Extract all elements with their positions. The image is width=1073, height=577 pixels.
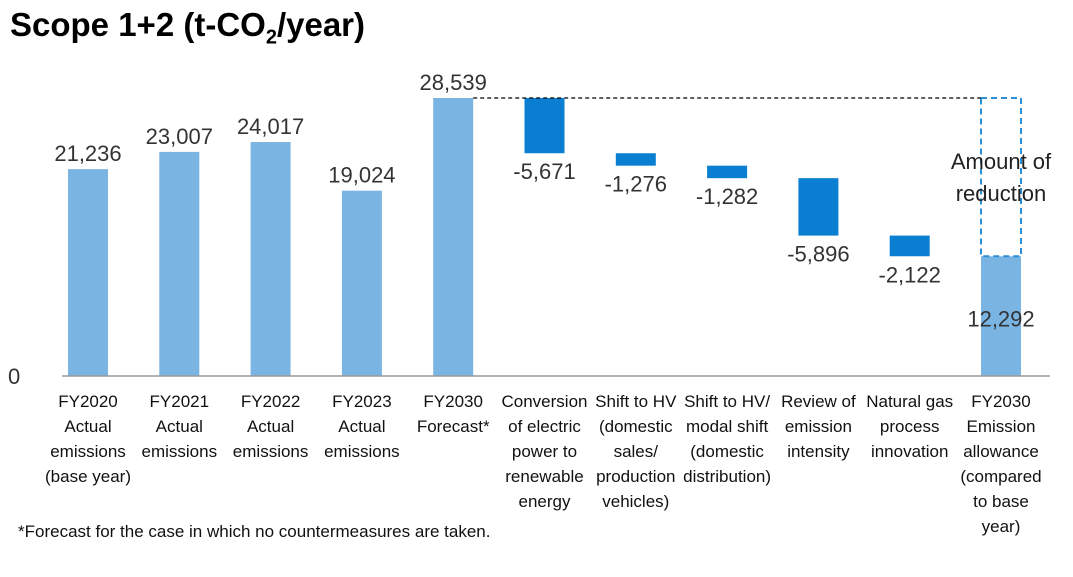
y-axis-tick-label: 0	[8, 364, 20, 389]
category-label: Review of	[781, 392, 856, 411]
chart-title-suffix: /year)	[276, 6, 366, 43]
category-label: (base year)	[45, 467, 131, 486]
category-label: process	[880, 417, 940, 436]
category-label: to base	[973, 492, 1029, 511]
annotation-label: Amount of	[951, 149, 1052, 174]
value-label: -5,896	[787, 242, 849, 267]
category-label: emissions	[324, 442, 400, 461]
category-label: innovation	[871, 442, 949, 461]
category-label: Natural gas	[866, 392, 953, 411]
value-label: 19,024	[328, 163, 395, 188]
category-label: (domestic	[599, 417, 673, 436]
category-label: emissions	[233, 442, 309, 461]
category-label: vehicles)	[602, 492, 669, 511]
category-label: intensity	[787, 442, 850, 461]
category-label: Actual	[156, 417, 203, 436]
bar	[68, 169, 108, 376]
category-label: FY2022	[241, 392, 301, 411]
value-labels-layer: 21,236 23,007 24,017 19,024 28,539 -5,671 -1,2…	[54, 70, 1052, 331]
reduction-bar	[524, 98, 565, 154]
bar	[433, 98, 474, 376]
category-label: Shift to HV	[595, 392, 677, 411]
category-label: emission	[785, 417, 852, 436]
category-label: Actual	[338, 417, 385, 436]
chart-title-subscript: 2	[265, 26, 277, 49]
value-label: -1,276	[605, 172, 667, 197]
reduction-bar	[615, 153, 656, 166]
category-label: emissions	[142, 442, 218, 461]
bar	[250, 142, 291, 376]
value-label: -5,671	[513, 159, 575, 184]
reduction-bar	[798, 178, 839, 236]
category-label: FY2020	[58, 392, 118, 411]
bar	[159, 151, 200, 376]
category-label: Emission	[967, 417, 1036, 436]
category-label: FY2021	[150, 392, 210, 411]
bar	[341, 190, 382, 376]
category-label: Conversion	[502, 392, 588, 411]
reduction-outline-box	[980, 97, 1022, 258]
category-label: FY2023	[332, 392, 392, 411]
category-label: year)	[982, 517, 1021, 536]
category-labels-layer: FY2020 Actual emissions (base year) FY2021 Ac…	[45, 392, 1042, 536]
category-label: Shift to HV/	[684, 392, 770, 411]
category-label: Actual	[64, 417, 111, 436]
category-label: distribution)	[683, 467, 771, 486]
category-label: emissions	[50, 442, 126, 461]
reduction-bar	[707, 165, 748, 179]
footnote: *Forecast for the case in which no count…	[18, 522, 491, 541]
connectors-layer	[473, 97, 1022, 258]
category-label: renewable	[505, 467, 583, 486]
category-label: FY2030	[971, 392, 1031, 411]
category-label: (domestic	[690, 442, 764, 461]
category-label: power to	[512, 442, 577, 461]
category-label: (compared	[960, 467, 1041, 486]
value-label: 24,017	[237, 114, 304, 139]
bar	[981, 256, 1021, 376]
chart-title-prefix: Scope 1+2 (t-CO	[10, 6, 266, 43]
category-label: Forecast*	[417, 417, 490, 436]
annotation-label: reduction	[956, 181, 1047, 206]
reduction-bar	[889, 235, 930, 257]
value-label: 21,236	[54, 141, 121, 166]
category-label: production	[596, 467, 675, 486]
category-label: allowance	[963, 442, 1039, 461]
category-label: energy	[519, 492, 571, 511]
bars-layer	[68, 98, 1021, 376]
value-label: -2,122	[879, 262, 941, 287]
category-label: FY2030	[423, 392, 483, 411]
value-label: -1,282	[696, 184, 758, 209]
category-label: sales/	[614, 442, 659, 461]
value-label: 12,292	[967, 306, 1034, 331]
category-label: modal shift	[686, 417, 768, 436]
value-label: 23,007	[146, 124, 213, 149]
chart-title: Scope 1+2 (t-CO2/year)	[10, 6, 365, 50]
value-label: 28,539	[420, 70, 487, 95]
category-label: of electric	[508, 417, 581, 436]
category-label: Actual	[247, 417, 294, 436]
